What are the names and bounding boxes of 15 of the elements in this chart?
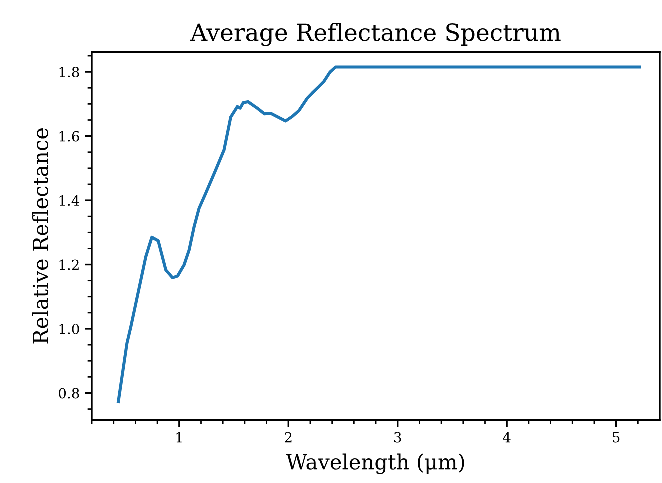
y-tick-label: 1.4 (60, 196, 80, 206)
x-axis-title: Wavelength (μm) (286, 454, 464, 474)
x-tick-label: 1 (176, 432, 182, 443)
y-tick-label: 1.8 (60, 67, 80, 78)
x-tick-label: 4 (503, 432, 511, 443)
y-tick-label: 1.6 (60, 131, 80, 142)
x-tick-label: 2 (285, 432, 292, 443)
y-tick-label: 0.8 (59, 388, 80, 399)
y-axis-title: Relative Reflectance (32, 128, 49, 344)
chart-title: Average Reflectance Spectrum (190, 23, 561, 46)
line-series (117, 66, 642, 404)
x-tick-label: 3 (394, 432, 402, 443)
y-tick-label: 1.0 (60, 324, 80, 334)
y-tick-label: 1.2 (60, 260, 79, 270)
x-tick-label: 5 (613, 432, 620, 443)
